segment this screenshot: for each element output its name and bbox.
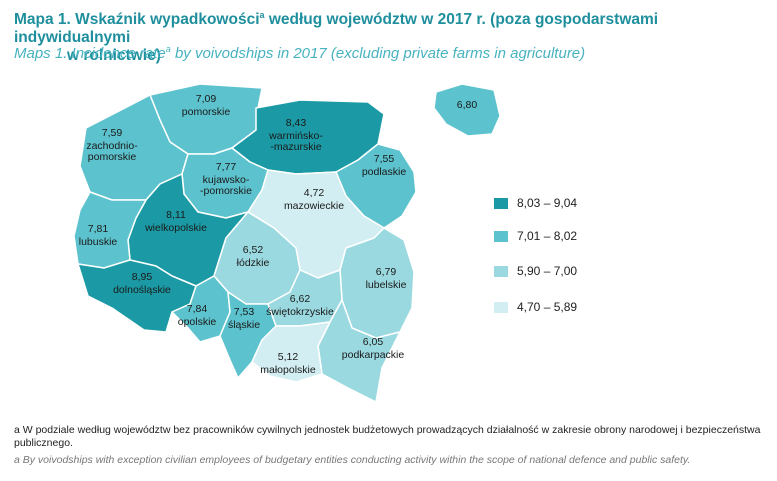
region-name: łódzkie — [237, 257, 270, 269]
title-en-main: Maps 1. Incidence rate — [14, 45, 166, 62]
region-name: podlaskie — [362, 166, 407, 178]
region-name: warmińsko- — [268, 130, 323, 142]
labels-layer: 7,09pomorskie8,43warmińsko--mazurskie7,5… — [79, 93, 478, 376]
region-value: 6,62 — [290, 293, 311, 305]
legend-item: 4,70 – 5,89 — [494, 300, 634, 316]
region-value: 6,79 — [376, 266, 397, 278]
region-value: 7,84 — [187, 303, 208, 315]
region-value: 8,95 — [132, 271, 153, 283]
title-pl-rest-1: według województw w 2017 r. (poza gospod… — [14, 11, 659, 47]
region-name: zachodnio- — [86, 140, 138, 152]
legend-item: 5,90 – 7,00 — [494, 264, 634, 280]
map-title-english: Maps 1. Incidence ratea by voivodships i… — [14, 44, 764, 62]
legend-swatch — [494, 266, 508, 277]
title-pl-main: Mapa 1. Wskaźnik wypadkowości — [14, 11, 260, 29]
title-en-rest: by voivodships in 2017 (excluding privat… — [170, 45, 586, 62]
region-value: 6,05 — [363, 336, 384, 348]
region-name: lubelskie — [366, 279, 407, 291]
region-name: podkarpackie — [342, 349, 405, 361]
region-value: 7,81 — [88, 223, 109, 235]
regions-layer — [73, 83, 501, 403]
region-name: wielkopolskie — [144, 222, 207, 234]
title-pl-rest-2: w rolnictwie) — [67, 47, 161, 65]
legend-label: 4,70 – 5,89 — [517, 300, 578, 314]
legend-label: 7,01 – 8,02 — [517, 229, 578, 243]
region-name: mazowieckie — [284, 200, 344, 212]
region-name: małopolskie — [260, 364, 316, 376]
region-name: dolnośląskie — [113, 284, 171, 296]
region-name: opolskie — [178, 316, 217, 328]
legend-swatch — [494, 231, 508, 242]
region-value: 6,80 — [457, 99, 478, 111]
region-name: -pomorskie — [200, 185, 252, 197]
region-value: 7,77 — [216, 161, 237, 173]
title-en-sup: a — [165, 44, 171, 54]
legend-item: 7,01 – 8,02 — [494, 229, 634, 245]
region-value: 7,53 — [234, 306, 255, 318]
legend-swatch — [494, 302, 508, 313]
region-value: 7,59 — [102, 127, 123, 139]
region-name: świętokrzyskie — [266, 306, 334, 318]
region-name: pomorskie — [88, 151, 137, 163]
region-value: 6,52 — [243, 244, 264, 256]
footnote-polish: a W podziale według województw bez praco… — [14, 424, 761, 449]
region-value: 4,72 — [304, 187, 325, 199]
footnote-english: a By voivodships with exception civilian… — [14, 454, 691, 466]
region-name: -mazurskie — [270, 141, 322, 153]
legend-item: 8,03 – 9,04 — [494, 196, 634, 212]
region-value: 8,43 — [286, 117, 307, 129]
poland-choropleth-map: 7,09pomorskie8,43warmińsko--mazurskie7,5… — [73, 83, 501, 403]
region-value: 5,12 — [278, 351, 299, 363]
legend-label: 5,90 – 7,00 — [517, 264, 578, 278]
region-inset — [433, 83, 501, 137]
region-name: lubuskie — [79, 236, 118, 248]
map-title-polish: Mapa 1. Wskaźnik wypadkowościa według wo… — [14, 6, 754, 65]
region-opolskie — [171, 275, 231, 343]
region-value: 7,55 — [374, 153, 395, 165]
region-name: pomorskie — [182, 106, 231, 118]
region-value: 8,11 — [166, 209, 186, 221]
region-value: 7,09 — [196, 93, 217, 105]
region-name: kujawsko- — [203, 174, 250, 186]
region-name: śląskie — [228, 319, 260, 331]
legend-swatch — [494, 198, 508, 209]
title-pl-sup: a — [259, 10, 265, 20]
legend-label: 8,03 – 9,04 — [517, 196, 578, 210]
region-malopolskie — [251, 321, 331, 383]
